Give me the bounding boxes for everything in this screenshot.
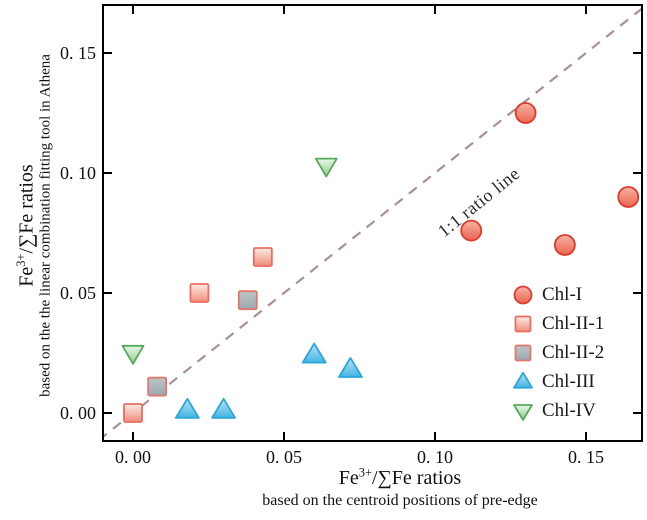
data-point-chl-i bbox=[514, 102, 537, 124]
legend-marker-triangle-up-icon bbox=[513, 371, 533, 389]
data-point-chl-iii bbox=[301, 342, 327, 364]
data-point-chl-iv bbox=[121, 344, 145, 365]
legend-marker-triangle-down-icon bbox=[513, 403, 533, 421]
legend-label: Chl-II-1 bbox=[542, 312, 605, 334]
data-point-chl-i bbox=[617, 186, 640, 208]
plot-canvas bbox=[104, 6, 641, 440]
y-tick-label: 0. 10 bbox=[60, 163, 96, 183]
legend-item-chl-i: Chl-I bbox=[511, 280, 604, 309]
data-point-chl-ii-1 bbox=[252, 247, 273, 267]
x-tick-label: 0. 05 bbox=[266, 447, 302, 467]
legend-label: Chl-II-2 bbox=[542, 341, 605, 363]
x-axis-title: Fe3+/∑Fe ratios bbox=[250, 465, 550, 490]
y-tick-label: 0. 00 bbox=[60, 403, 96, 423]
x-axis-subtitle: based on the centroid positions of pre-e… bbox=[262, 492, 538, 509]
x-tick-label: 0. 15 bbox=[568, 447, 604, 467]
legend: Chl-I Chl-II-1 Chl-II-2 Chl-III Chl-IV bbox=[511, 280, 604, 425]
data-point-chl-ii-1 bbox=[189, 283, 210, 303]
data-point-chl-i bbox=[553, 234, 576, 256]
data-point-chl-i bbox=[460, 219, 483, 242]
x-tick-label: 0. 10 bbox=[417, 447, 453, 467]
y-title-rest: /∑Fe ratios bbox=[15, 164, 38, 254]
x-title-base: Fe bbox=[338, 467, 359, 489]
x-title-superscript: 3+ bbox=[358, 465, 372, 480]
data-point-chl-ii-2 bbox=[147, 376, 168, 397]
data-point-chl-iv bbox=[314, 157, 338, 178]
data-point-chl-iii bbox=[211, 397, 237, 419]
x-tick-label: 0. 00 bbox=[115, 447, 151, 467]
y-axis-subtitle: based on the the linear combination fitt… bbox=[37, 54, 54, 397]
legend-label: Chl-I bbox=[542, 283, 583, 305]
y-tick-label: 0. 15 bbox=[60, 43, 96, 63]
y-axis-title-block: Fe3+/∑Fe ratios based on the the linear … bbox=[13, 6, 55, 446]
data-point-chl-iii bbox=[174, 397, 200, 419]
data-point-chl-iii bbox=[338, 357, 363, 378]
one-to-one-reference-line bbox=[104, 7, 641, 438]
data-point-chl-ii-1 bbox=[123, 403, 143, 423]
y-tick-label: 0. 05 bbox=[60, 283, 96, 303]
y-title-superscript: 3+ bbox=[13, 253, 28, 267]
legend-item-chl-ii-2: Chl-II-2 bbox=[511, 338, 604, 367]
data-point-chl-ii-2 bbox=[237, 290, 258, 311]
legend-label: Chl-III bbox=[542, 370, 595, 392]
legend-item-chl-iii: Chl-III bbox=[511, 367, 604, 396]
y-title-base: Fe bbox=[15, 266, 38, 287]
legend-item-chl-iv: Chl-IV bbox=[511, 396, 604, 425]
y-axis-title: Fe3+/∑Fe ratios bbox=[13, 6, 38, 446]
legend-marker-square-icon bbox=[514, 315, 532, 332]
legend-marker-square-icon bbox=[514, 344, 532, 361]
legend-item-chl-ii-1: Chl-II-1 bbox=[511, 309, 604, 338]
legend-marker-circle-icon bbox=[513, 285, 533, 304]
x-title-rest: /∑Fe ratios bbox=[371, 467, 462, 489]
plot-area: 1:1 ratio line bbox=[102, 4, 643, 442]
legend-label: Chl-IV bbox=[542, 399, 596, 421]
